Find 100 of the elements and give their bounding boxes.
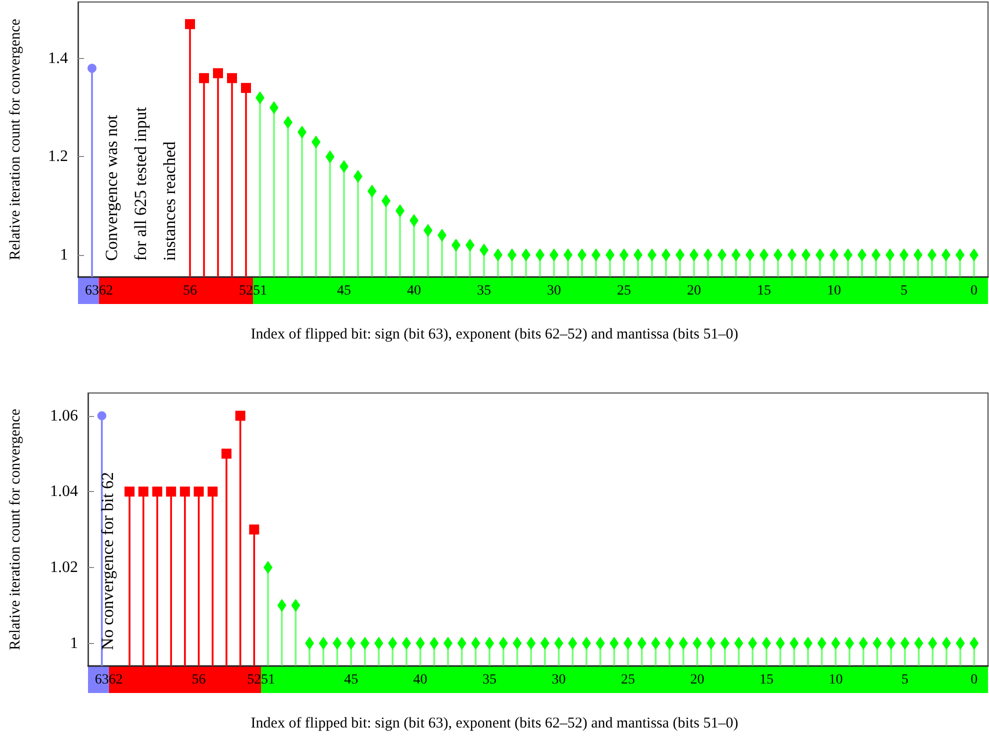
- point: [720, 636, 730, 650]
- x-tick-label: 63: [85, 284, 99, 298]
- x-tick-label: 45: [344, 672, 358, 688]
- y-tick-label: 1: [70, 634, 78, 652]
- point: [762, 636, 771, 650]
- y-tick-label: 1.4: [48, 50, 68, 67]
- point: [845, 636, 854, 650]
- point: [776, 636, 785, 650]
- point: [208, 486, 218, 497]
- point: [213, 68, 223, 78]
- x-tick-label: 15: [757, 284, 771, 298]
- x-tick-label: 52: [239, 284, 253, 298]
- y-tick-label: 1.04: [50, 483, 78, 500]
- x-tick-label: 35: [477, 284, 491, 298]
- point: [651, 636, 660, 650]
- point: [817, 636, 826, 650]
- point: [416, 636, 425, 650]
- point: [678, 636, 688, 650]
- point: [138, 486, 148, 497]
- point: [748, 636, 758, 650]
- x-tick-label: 10: [827, 284, 841, 298]
- x-tick-label: 51: [261, 672, 275, 688]
- annotation: No convergence for bit 62: [97, 472, 118, 650]
- point: [249, 524, 260, 534]
- point: [956, 636, 965, 650]
- x-tick-label: 5: [901, 672, 908, 688]
- point: [692, 636, 702, 650]
- point: [305, 636, 314, 650]
- x-tick-label: 10: [828, 672, 843, 688]
- x-tick-label: 51: [253, 284, 267, 298]
- x-tick-label: 63: [94, 672, 109, 688]
- point: [235, 410, 246, 421]
- point: [858, 636, 868, 650]
- point: [900, 636, 910, 650]
- point: [166, 486, 176, 497]
- point: [241, 82, 251, 93]
- x-tick-label: 20: [690, 672, 704, 688]
- x-tick-label: 40: [407, 284, 421, 298]
- x-tick-label: 62: [108, 672, 123, 688]
- x-tick-label: 5: [900, 284, 908, 298]
- point: [582, 636, 591, 650]
- point: [291, 598, 300, 612]
- y-tick-label: 1.2: [48, 148, 68, 166]
- point: [277, 598, 286, 612]
- point: [942, 636, 951, 650]
- point: [554, 636, 564, 650]
- point: [706, 636, 716, 650]
- x-tick-label: 40: [413, 672, 428, 688]
- point: [318, 636, 328, 650]
- point: [886, 636, 896, 650]
- point: [665, 636, 674, 650]
- point: [485, 636, 494, 650]
- point: [790, 636, 799, 650]
- point: [388, 636, 398, 650]
- point: [637, 636, 646, 650]
- point: [512, 636, 522, 650]
- point: [526, 636, 536, 650]
- point: [374, 636, 384, 650]
- point: [970, 636, 979, 650]
- x-tick-label: 0: [970, 284, 978, 298]
- point: [402, 636, 411, 650]
- x-tick-label: 20: [687, 284, 701, 298]
- point: [568, 636, 578, 650]
- point: [185, 19, 195, 30]
- x-axis-title: Index of flipped bit: sign (bit 63), exponent (bits 62–52) and mantissa (bits 51–0): [250, 326, 738, 342]
- point: [221, 448, 232, 459]
- y-tick-label: 1: [60, 246, 68, 264]
- point: [88, 64, 96, 73]
- point: [360, 636, 370, 650]
- x-tick-label: 62: [99, 284, 113, 298]
- point: [194, 486, 204, 497]
- x-tick-label: 30: [547, 284, 561, 298]
- point: [498, 636, 508, 650]
- point: [180, 486, 190, 497]
- point: [97, 411, 106, 420]
- y-tick-label: 1.02: [50, 558, 78, 576]
- point: [540, 636, 550, 650]
- point: [831, 636, 840, 650]
- x-tick-label: 0: [970, 672, 978, 688]
- y-tick-label: 1.06: [50, 407, 78, 424]
- point: [124, 486, 135, 497]
- point: [914, 636, 924, 650]
- point: [471, 636, 480, 650]
- y-axis-title: Relative iteration count for convergence: [8, 18, 24, 260]
- annotation: Convergence was not for all 625 tested input instances reached: [101, 107, 180, 261]
- point: [734, 636, 744, 650]
- x-tick-label: 56: [192, 672, 206, 688]
- point: [610, 636, 619, 650]
- x-tick-label: 30: [552, 672, 566, 688]
- x-tick-label: 25: [617, 284, 631, 298]
- x-tick-label: 45: [337, 284, 351, 298]
- x-tick-label: 35: [482, 672, 497, 688]
- point: [152, 486, 162, 497]
- point: [596, 636, 605, 650]
- point: [872, 636, 882, 650]
- point: [346, 636, 356, 650]
- point: [199, 73, 209, 84]
- y-axis-title: Relative iteration count for convergence: [8, 408, 24, 650]
- x-tick-label: 25: [621, 672, 635, 688]
- point: [227, 73, 237, 84]
